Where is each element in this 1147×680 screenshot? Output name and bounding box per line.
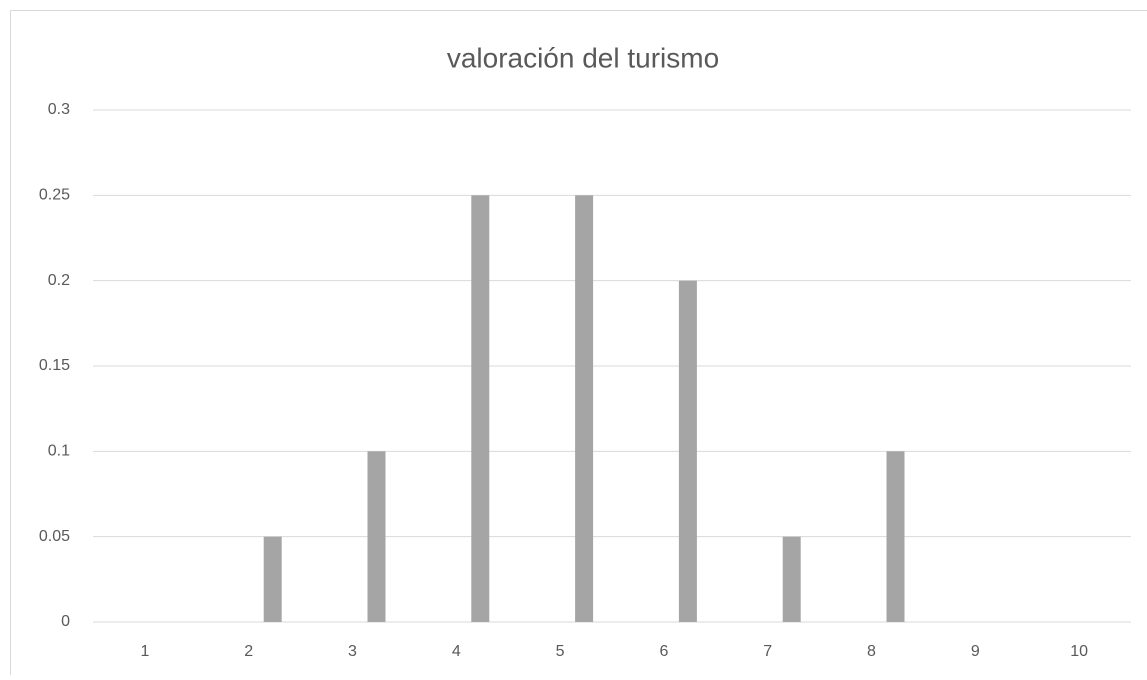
y-tick-label: 0.25 [39,187,70,204]
x-tick-label: 7 [763,643,772,660]
y-tick-label: 0 [61,613,70,630]
y-tick-label: 0.1 [48,443,70,460]
bar [679,281,697,622]
y-tick-label: 0.2 [48,272,70,289]
x-tick-label: 4 [452,643,461,660]
bar [887,451,905,622]
x-tick-label: 3 [348,643,357,660]
bar [368,451,386,622]
bar [264,537,282,622]
x-tick-label: 10 [1070,643,1088,660]
y-tick-label: 0.3 [48,101,70,118]
bar [471,195,489,622]
x-tick-label: 5 [556,643,565,660]
x-tick-label: 1 [140,643,149,660]
chart-title: valoración del turismo [447,42,719,73]
y-tick-label: 0.15 [39,357,70,374]
bar [575,195,593,622]
y-tick-label: 0.05 [39,528,70,545]
x-tick-label: 8 [867,643,876,660]
x-tick-label: 6 [659,643,668,660]
x-tick-label: 2 [244,643,253,660]
bar [783,537,801,622]
x-tick-label: 9 [971,643,980,660]
